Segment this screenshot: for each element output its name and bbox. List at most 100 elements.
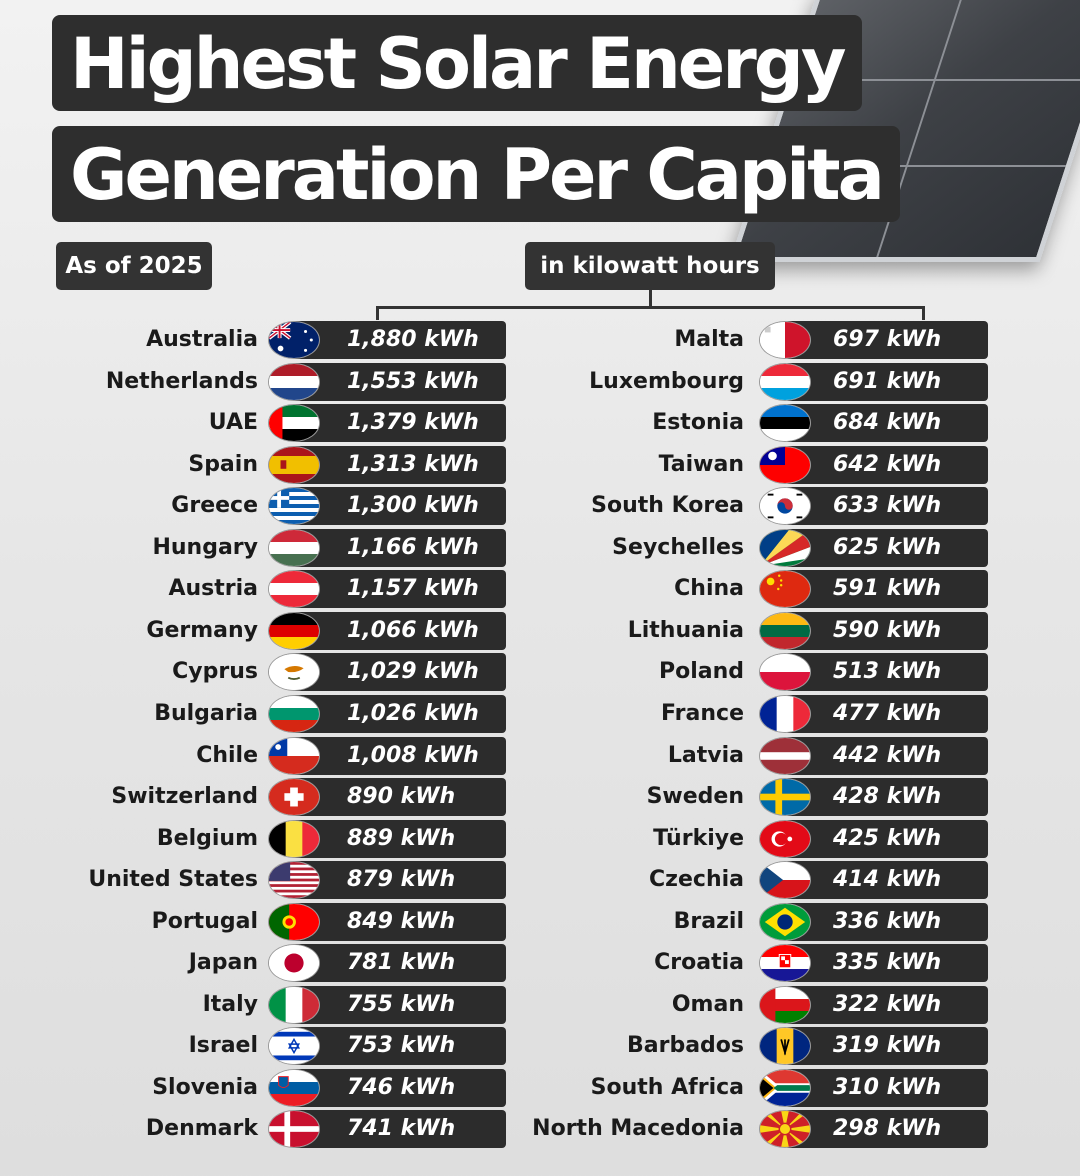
right-row: Croatia 335 kWh	[0, 944, 1080, 983]
hungary-flag-icon	[268, 528, 320, 567]
left-row: Cyprus 1,029 kWh	[0, 653, 1080, 692]
value-bar	[292, 1110, 506, 1149]
kwh-value: 691 kWh	[833, 368, 942, 394]
value-bar	[292, 404, 506, 443]
kwh-value: 1,066 kWh	[347, 617, 479, 643]
value-bar	[292, 861, 506, 900]
kwh-value: 1,553 kWh	[347, 368, 479, 394]
country-name: South Africa	[590, 1074, 744, 1100]
value-bar	[785, 611, 988, 650]
right-row: Latvia 442 kWh	[0, 736, 1080, 775]
germany-flag-icon	[268, 611, 320, 650]
italy-flag-icon	[268, 985, 320, 1024]
value-bar	[785, 736, 988, 775]
country-name: Denmark	[145, 1116, 258, 1142]
right-row: Luxembourg 691 kWh	[0, 362, 1080, 401]
kwh-value: 781 kWh	[347, 950, 456, 976]
right-row: France 477 kWh	[0, 694, 1080, 733]
right-row: Lithuania 590 kWh	[0, 611, 1080, 650]
country-name: Hungary	[152, 534, 258, 560]
kwh-value: 849 kWh	[347, 908, 456, 934]
bracket-bar	[376, 306, 925, 309]
country-name: Lithuania	[627, 617, 744, 643]
belgium-flag-icon	[268, 819, 320, 858]
kwh-value: 442 kWh	[833, 742, 942, 768]
kwh-value: 697 kWh	[833, 327, 942, 352]
value-bar	[785, 570, 988, 609]
country-name: Luxembourg	[589, 368, 744, 394]
kwh-value: 335 kWh	[833, 950, 942, 976]
left-row: Hungary 1,166 kWh	[0, 528, 1080, 567]
left-row: Italy 755 kWh	[0, 985, 1080, 1024]
country-name: Japan	[188, 950, 258, 976]
country-name: North Macedonia	[532, 1116, 744, 1142]
country-name: Bulgaria	[154, 700, 258, 726]
taiwan-flag-icon	[759, 445, 811, 484]
right-row: South Korea 633 kWh	[0, 487, 1080, 526]
right-row: Barbados 319 kWh	[0, 1027, 1080, 1066]
country-name: France	[661, 700, 744, 726]
left-row: Switzerland 890 kWh	[0, 778, 1080, 817]
left-row: Australia 1,880 kWh	[0, 321, 1080, 359]
poland-flag-icon	[759, 653, 811, 692]
sweden-flag-icon	[759, 778, 811, 817]
country-name: Switzerland	[111, 784, 258, 810]
value-bar	[292, 985, 506, 1024]
value-bar	[292, 362, 506, 401]
right-row: Taiwan 642 kWh	[0, 445, 1080, 484]
kwh-value: 890 kWh	[347, 784, 456, 810]
country-name: Seychelles	[612, 534, 744, 560]
country-name: Slovenia	[152, 1074, 258, 1100]
value-bar	[292, 487, 506, 526]
value-bar	[785, 487, 988, 526]
usa-flag-icon	[268, 861, 320, 900]
country-name: Estonia	[652, 410, 744, 436]
spain-flag-icon	[268, 445, 320, 484]
bulgaria-flag-icon	[268, 694, 320, 733]
kwh-value: 336 kWh	[833, 908, 942, 934]
value-bar	[785, 362, 988, 401]
left-row: Slovenia 746 kWh	[0, 1068, 1080, 1107]
austria-flag-icon	[268, 570, 320, 609]
kwh-value: 591 kWh	[833, 576, 942, 602]
kwh-value: 590 kWh	[833, 617, 942, 643]
greece-flag-icon	[268, 487, 320, 526]
bracket-right-leg	[922, 306, 925, 320]
country-name: Greece	[171, 493, 258, 519]
value-bar	[292, 1027, 506, 1066]
right-row: Brazil 336 kWh	[0, 902, 1080, 941]
country-name: Germany	[146, 617, 258, 643]
value-bar	[785, 653, 988, 692]
country-name: Croatia	[654, 950, 744, 976]
country-name: Spain	[188, 451, 258, 477]
kwh-value: 298 kWh	[833, 1116, 942, 1142]
kwh-value: 1,166 kWh	[347, 534, 479, 560]
kwh-value: 746 kWh	[347, 1074, 456, 1100]
kwh-value: 414 kWh	[833, 867, 942, 893]
seychelles-flag-icon	[759, 528, 811, 567]
value-bar	[785, 861, 988, 900]
value-bar	[785, 528, 988, 567]
denmark-flag-icon	[268, 1110, 320, 1149]
kwh-value: 477 kWh	[833, 700, 942, 726]
kwh-value: 684 kWh	[833, 410, 942, 436]
country-name: Netherlands	[105, 368, 258, 394]
value-bar	[292, 570, 506, 609]
kwh-value: 755 kWh	[347, 991, 456, 1017]
czechia-flag-icon	[759, 861, 811, 900]
country-name: Sweden	[646, 784, 744, 810]
slovenia-flag-icon	[268, 1068, 320, 1107]
switzerland-flag-icon	[268, 778, 320, 817]
country-name: Cyprus	[172, 659, 258, 685]
country-name: Brazil	[673, 908, 744, 934]
country-name: South Korea	[591, 493, 744, 519]
left-row: UAE 1,379 kWh	[0, 404, 1080, 443]
south-africa-flag-icon	[759, 1068, 811, 1107]
left-row: Japan 781 kWh	[0, 944, 1080, 983]
value-bar	[292, 694, 506, 733]
value-bar	[785, 985, 988, 1024]
country-name: Chile	[196, 742, 258, 768]
israel-flag-icon	[268, 1027, 320, 1066]
left-row: Austria 1,157 kWh	[0, 570, 1080, 609]
value-bar	[292, 528, 506, 567]
